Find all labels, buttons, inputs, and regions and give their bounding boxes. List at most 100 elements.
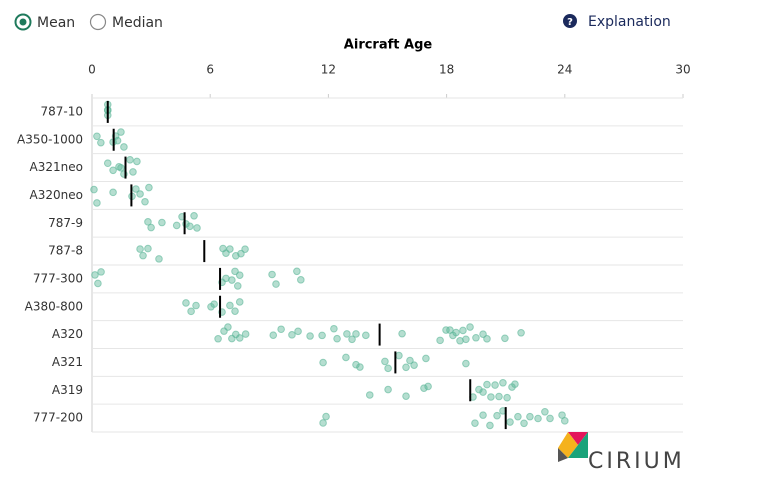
median-radio[interactable]: Median xyxy=(89,13,163,32)
point xyxy=(120,143,128,151)
point xyxy=(272,280,280,288)
point xyxy=(462,335,470,344)
point xyxy=(483,335,491,343)
point xyxy=(193,224,201,232)
point xyxy=(479,388,487,396)
point xyxy=(384,364,392,373)
help-icon-glyph: ? xyxy=(567,17,573,28)
logo: CIRIUM xyxy=(558,432,685,474)
point xyxy=(93,132,101,141)
point xyxy=(514,412,522,421)
point xyxy=(475,385,483,394)
point xyxy=(422,354,430,363)
x-axis-title: Aircraft Age xyxy=(344,38,433,53)
point xyxy=(442,326,450,334)
point xyxy=(147,223,155,232)
point xyxy=(144,218,152,226)
point xyxy=(117,164,125,172)
point xyxy=(231,307,239,315)
point xyxy=(546,414,554,423)
y-tick-label: 777-300 xyxy=(33,271,83,285)
point xyxy=(241,330,250,338)
point xyxy=(495,392,503,401)
point xyxy=(352,330,360,338)
point xyxy=(210,300,218,308)
point xyxy=(233,282,242,290)
point xyxy=(487,393,495,401)
y-tick-label: 787-10 xyxy=(40,104,83,118)
point xyxy=(228,276,236,284)
help-icon[interactable] xyxy=(563,14,577,28)
point xyxy=(466,323,474,331)
y-tick-label: 777-200 xyxy=(33,411,83,425)
point xyxy=(235,334,244,342)
point xyxy=(268,270,276,279)
x-tick-label: 6 xyxy=(206,63,214,77)
point xyxy=(520,419,528,428)
point xyxy=(141,197,149,206)
point xyxy=(436,336,444,345)
point xyxy=(226,301,234,310)
point xyxy=(541,407,549,416)
point xyxy=(503,393,511,402)
point xyxy=(97,138,105,147)
point xyxy=(91,271,99,279)
point xyxy=(402,392,410,400)
point xyxy=(322,412,330,421)
y-tick-label: 787-9 xyxy=(48,216,83,230)
point xyxy=(297,276,305,284)
point xyxy=(294,327,302,336)
point xyxy=(452,328,460,337)
point xyxy=(499,378,507,387)
radio[interactable] xyxy=(89,13,107,31)
point xyxy=(365,391,374,399)
explanation-link[interactable]: Explanation xyxy=(588,14,671,30)
point xyxy=(511,380,519,388)
x-tick-label: 24 xyxy=(557,63,572,77)
logo-shape xyxy=(568,432,588,458)
point xyxy=(362,331,370,340)
point xyxy=(172,221,181,230)
point xyxy=(471,419,479,427)
point xyxy=(288,331,296,339)
logo-text: CIRIUM xyxy=(588,449,685,474)
explanation[interactable]: ? Explanation xyxy=(563,14,671,30)
point xyxy=(501,334,509,343)
point xyxy=(97,268,105,276)
point xyxy=(472,333,480,342)
point xyxy=(132,185,140,193)
point xyxy=(342,353,350,362)
point xyxy=(293,267,301,276)
point xyxy=(462,359,470,368)
radio-label[interactable]: Mean xyxy=(37,15,75,31)
radio-label[interactable]: Median xyxy=(112,15,163,31)
point xyxy=(187,307,195,316)
point xyxy=(214,334,222,343)
y-tick-label: 787-8 xyxy=(48,244,83,258)
y-tick-label: A320 xyxy=(52,327,83,341)
point xyxy=(117,128,125,136)
y-tick-label: A319 xyxy=(52,383,83,397)
mean-radio[interactable]: Mean xyxy=(14,13,76,32)
point xyxy=(182,299,190,307)
point xyxy=(356,363,364,371)
point xyxy=(517,328,525,337)
plot: 0 6 12 18 24 30 787-10 A350-1000 A321neo A320neo 7… xyxy=(17,63,691,433)
point xyxy=(129,168,137,176)
point xyxy=(139,251,147,260)
point xyxy=(224,323,232,331)
point xyxy=(103,159,112,168)
point xyxy=(136,245,144,253)
point xyxy=(235,298,244,306)
point xyxy=(526,412,534,421)
point xyxy=(144,244,152,253)
point xyxy=(343,330,351,338)
radio-dot xyxy=(19,18,27,26)
point xyxy=(235,271,244,279)
point xyxy=(384,385,392,394)
point xyxy=(561,417,569,425)
x-tick-label: 30 xyxy=(675,63,690,77)
point xyxy=(402,363,410,372)
point xyxy=(186,222,194,231)
